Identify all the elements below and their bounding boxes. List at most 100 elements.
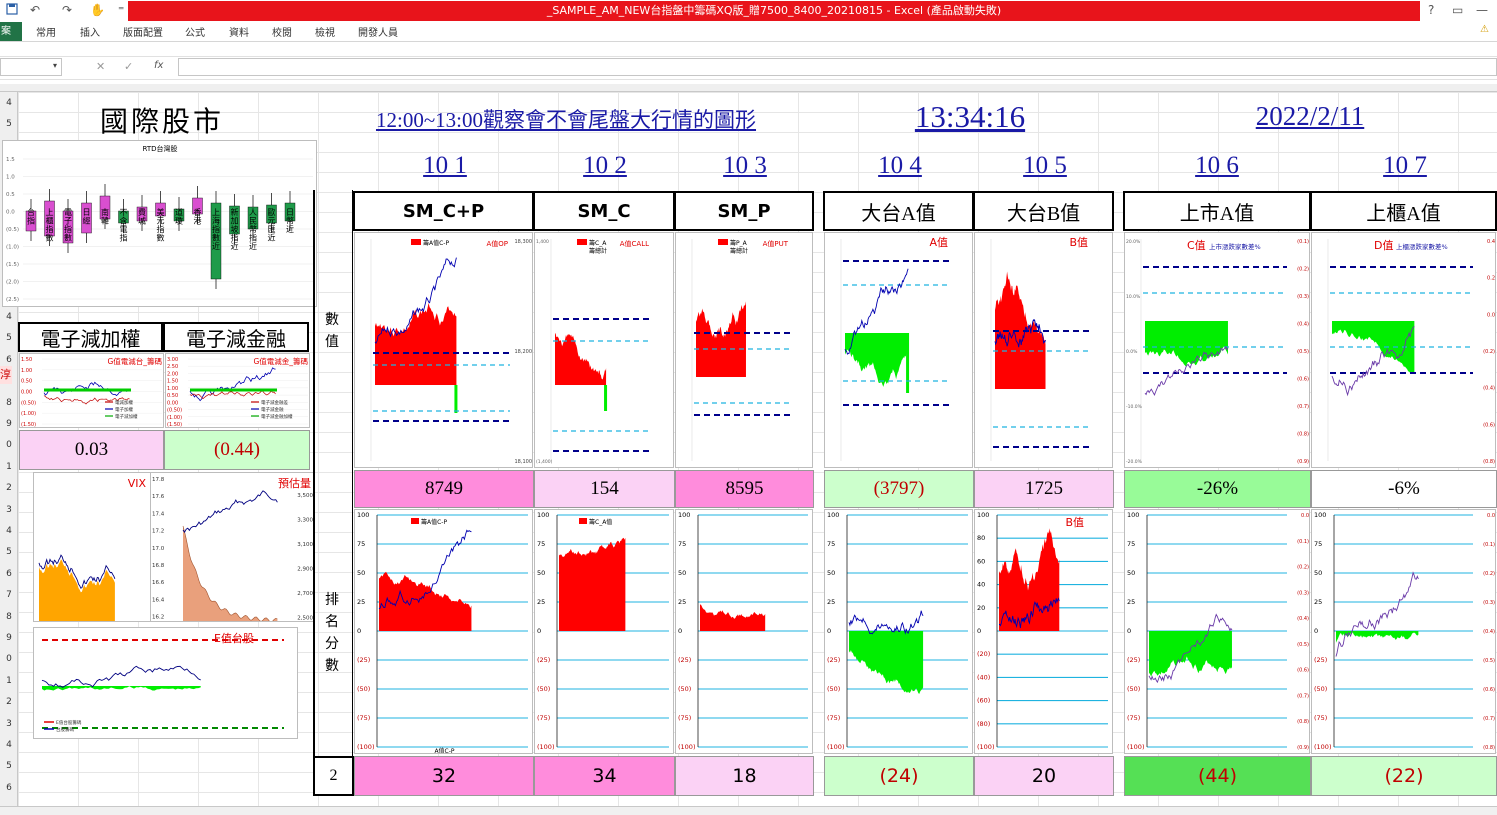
row-number[interactable]: 1: [6, 675, 12, 686]
confirm-icon[interactable]: ✓: [124, 60, 134, 73]
link-10-2[interactable]: 10 2: [583, 152, 627, 179]
tab-view[interactable]: 檢視: [315, 28, 335, 39]
rtd-ytick: 0.5: [6, 192, 15, 198]
link-10-6[interactable]: 10 6: [1195, 152, 1239, 179]
tab-review[interactable]: 校閱: [272, 28, 292, 39]
vix-line: [38, 554, 116, 589]
sheet-tabs-bar[interactable]: [0, 806, 1497, 815]
rank-ytick: 75: [1127, 540, 1135, 548]
tab-file[interactable]: 案: [0, 22, 22, 41]
tab-page-layout[interactable]: 版面配置: [123, 28, 163, 39]
tab-insert[interactable]: 插入: [80, 28, 100, 39]
row-number[interactable]: 9: [6, 419, 12, 429]
tab-data[interactable]: 資料: [229, 28, 249, 39]
row-number[interactable]: 6: [6, 782, 12, 793]
right-tick: (0.1): [1297, 539, 1309, 545]
redo-icon[interactable]: ↷: [62, 3, 73, 17]
chart-tag: D值: [1374, 239, 1393, 252]
formula-input[interactable]: [178, 58, 1497, 76]
link-10-1[interactable]: 10 1: [423, 152, 467, 179]
row-number[interactable]: 7: [6, 590, 12, 601]
row-number[interactable]: 0: [6, 440, 12, 451]
row-number[interactable]: 3: [6, 718, 12, 729]
row-number[interactable]: 5: [6, 547, 12, 558]
minimize-icon[interactable]: —: [1476, 3, 1488, 17]
index-line: [1331, 326, 1415, 397]
rank-ytick: (25): [678, 656, 691, 664]
save-icon[interactable]: [6, 3, 18, 18]
row-number[interactable]: 3: [6, 504, 12, 515]
link-10-7[interactable]: 10 7: [1383, 152, 1427, 179]
rtd-label: 美元指數: [157, 207, 165, 243]
rtd-candle: [118, 210, 129, 224]
undo-icon[interactable]: ↶: [30, 3, 41, 17]
right-tick: 18,300: [515, 239, 533, 245]
row-number[interactable]: 9: [6, 633, 12, 643]
banner-link[interactable]: 12:00~13:00觀察會不會尾盤大行情的圖形: [375, 108, 757, 132]
estimate-edge: [182, 525, 278, 621]
tab-formulas[interactable]: 公式: [185, 28, 205, 39]
row-number[interactable]: 2: [6, 483, 12, 494]
insert-function-icon[interactable]: fx: [154, 60, 164, 71]
chart-smp-rank: 100 75 50 25 0 (25) (50) (75) (100): [675, 509, 813, 754]
row-number[interactable]: 2: [6, 697, 12, 708]
row-number[interactable]: 6: [6, 354, 12, 365]
name-box[interactable]: ▾: [0, 58, 62, 76]
rank-ytick: 75: [1314, 540, 1322, 548]
row-number[interactable]: 5: [6, 761, 12, 772]
mini-ytick: 1.50: [167, 379, 178, 385]
row-number[interactable]: 4: [6, 312, 12, 322]
rank-ytick: (50): [678, 685, 691, 693]
cancel-icon[interactable]: ✕: [96, 60, 106, 73]
rtd-candle: [44, 200, 55, 237]
right-tick: 18,200: [515, 349, 533, 355]
rank-ytick: 100: [977, 511, 989, 519]
name-box-dropdown-icon[interactable]: ▾: [52, 61, 57, 70]
e-legend-label: E值台股籌碼: [56, 719, 82, 726]
link-10-4[interactable]: 10 4: [878, 152, 922, 179]
link-10-3[interactable]: 10 3: [723, 152, 767, 179]
est-ytick-right: 2,500: [297, 616, 313, 622]
row-number[interactable]: 5: [6, 119, 12, 130]
tab-home[interactable]: 常用: [36, 28, 56, 39]
date-display[interactable]: 2022/2/11: [1255, 101, 1365, 131]
clock-time[interactable]: 13:34:16: [914, 99, 1026, 134]
chart-big-a-upper: A值: [824, 232, 973, 468]
right-tick: (0.8): [1483, 745, 1495, 751]
right-tick: (0.6): [1297, 377, 1309, 383]
row-number[interactable]: 0: [6, 654, 12, 665]
chart-tag: A值PUT: [763, 239, 789, 248]
value-listed-a: -26%: [1124, 470, 1311, 508]
row-number[interactable]: 8: [6, 611, 12, 622]
rtd-label: 電子指數: [64, 208, 72, 243]
rank-ytick: 75: [827, 540, 835, 548]
row-number[interactable]: 8: [6, 397, 12, 408]
rank-ytick: 100: [1127, 511, 1139, 519]
rtd-ytick: (2.0): [6, 280, 19, 286]
value-area: [995, 271, 1046, 389]
rank-ytick: (25): [1314, 656, 1327, 664]
chart-smcp-upper: A值OP 籌A值C-P 18,300 18,200 18,100: [354, 232, 533, 468]
help-icon[interactable]: ?: [1428, 3, 1435, 17]
rank-ytick: (75): [537, 714, 550, 722]
customize-qat-icon[interactable]: ⁼: [118, 3, 125, 17]
row-number[interactable]: 1: [6, 461, 12, 472]
rtd-label: 人民幣指近: [249, 208, 257, 251]
row-number[interactable]: 6: [6, 568, 12, 579]
mini-ytick: 1.50: [21, 357, 32, 363]
row-number[interactable]: 4: [6, 740, 12, 750]
row-number[interactable]: 5: [6, 333, 12, 344]
touch-mode-icon[interactable]: ✋: [90, 3, 105, 17]
row-number[interactable]: 4: [6, 526, 12, 536]
tail-bar: [906, 333, 910, 393]
tab-developer[interactable]: 開發人員: [358, 28, 398, 39]
row-number[interactable]: 4: [6, 98, 12, 108]
ribbon-display-icon[interactable]: ▭: [1452, 3, 1464, 17]
rank-ytick: 80: [977, 534, 985, 542]
warning-icon: ⚠: [1480, 24, 1489, 35]
column-headers[interactable]: [0, 84, 1497, 92]
right-tick: 18,100: [515, 459, 533, 465]
link-10-5[interactable]: 10 5: [1023, 152, 1067, 179]
mini-title: G值電減金_籌碼: [253, 356, 308, 366]
mini-ytick: (1.50): [167, 422, 182, 428]
